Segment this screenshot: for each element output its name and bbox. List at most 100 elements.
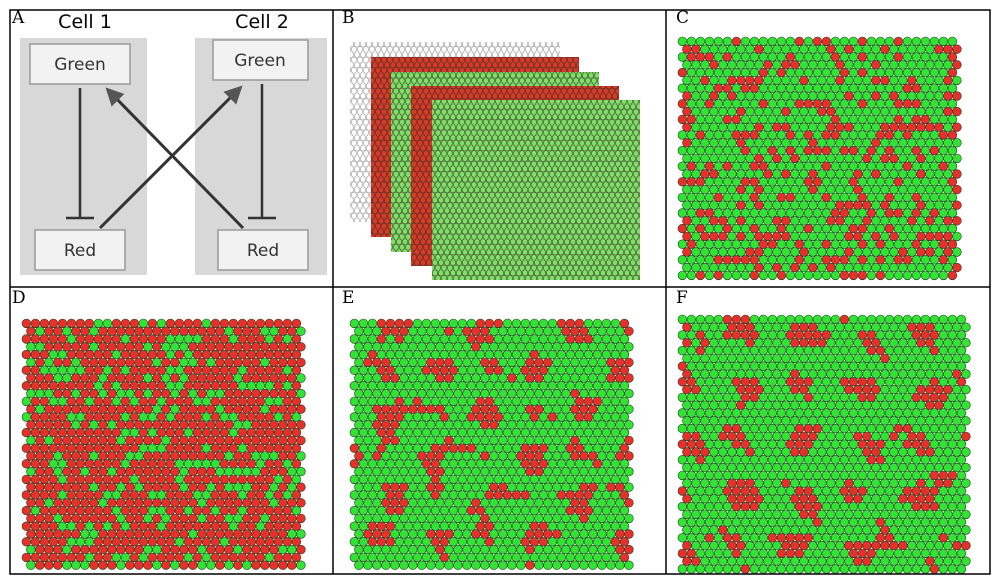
cell bbox=[66, 537, 77, 547]
cell bbox=[902, 67, 913, 78]
cell bbox=[453, 451, 463, 461]
cell bbox=[579, 326, 589, 336]
cell bbox=[821, 130, 832, 140]
cell bbox=[403, 318, 414, 329]
cell bbox=[597, 326, 607, 336]
cell bbox=[502, 365, 513, 375]
cell bbox=[785, 345, 796, 356]
cell bbox=[902, 548, 913, 559]
cell bbox=[799, 184, 809, 195]
cell bbox=[893, 239, 904, 249]
cell bbox=[790, 447, 800, 457]
cell bbox=[758, 377, 769, 387]
cell bbox=[588, 513, 598, 524]
cell bbox=[839, 486, 850, 496]
cell bbox=[156, 396, 167, 407]
cell bbox=[817, 247, 827, 257]
cell bbox=[210, 459, 221, 469]
cell bbox=[736, 338, 746, 348]
cell bbox=[53, 404, 63, 414]
cell bbox=[372, 435, 382, 446]
cell bbox=[547, 412, 558, 422]
cell bbox=[89, 342, 99, 352]
cell bbox=[929, 145, 940, 156]
cell bbox=[565, 396, 576, 407]
cell bbox=[152, 529, 162, 539]
cell bbox=[956, 548, 967, 559]
cell bbox=[143, 482, 153, 492]
cell bbox=[179, 326, 189, 336]
cell bbox=[781, 353, 791, 364]
cell bbox=[911, 83, 922, 93]
cell bbox=[952, 169, 962, 179]
cell bbox=[111, 552, 122, 563]
cell bbox=[790, 400, 800, 410]
cell bbox=[363, 388, 373, 399]
cell bbox=[884, 208, 895, 218]
cell bbox=[417, 466, 427, 477]
cell bbox=[691, 216, 701, 226]
cell bbox=[71, 544, 81, 555]
cell bbox=[565, 334, 576, 344]
cell bbox=[525, 388, 535, 399]
cell bbox=[237, 349, 248, 360]
cell bbox=[556, 521, 567, 531]
cell bbox=[920, 501, 931, 512]
cell bbox=[278, 373, 288, 383]
cell bbox=[848, 455, 859, 465]
cell bbox=[853, 384, 863, 395]
cell bbox=[839, 114, 850, 125]
cell bbox=[570, 498, 580, 508]
cell bbox=[830, 377, 841, 387]
cell bbox=[251, 498, 261, 508]
cell bbox=[192, 412, 203, 422]
cell bbox=[462, 544, 472, 555]
cell bbox=[201, 349, 212, 360]
cell bbox=[812, 208, 823, 218]
cell bbox=[471, 342, 481, 352]
cell bbox=[219, 537, 230, 547]
cell bbox=[745, 231, 755, 242]
cell bbox=[677, 517, 688, 527]
cell bbox=[844, 200, 854, 210]
cell bbox=[889, 216, 899, 226]
cell bbox=[30, 521, 41, 531]
cell bbox=[682, 138, 692, 148]
cell bbox=[287, 404, 297, 414]
cell bbox=[830, 208, 841, 218]
cell bbox=[749, 423, 760, 434]
cell bbox=[35, 513, 45, 524]
cell bbox=[686, 99, 697, 109]
cell bbox=[561, 466, 571, 477]
cell bbox=[920, 99, 931, 109]
cell bbox=[938, 223, 949, 234]
cell bbox=[772, 106, 782, 117]
cell bbox=[188, 435, 198, 446]
cell bbox=[740, 36, 751, 47]
cell bbox=[408, 544, 418, 555]
cell bbox=[71, 466, 81, 477]
cell bbox=[57, 443, 68, 453]
cell bbox=[349, 521, 360, 531]
cell bbox=[713, 67, 724, 78]
cell bbox=[898, 556, 908, 566]
cell bbox=[776, 361, 787, 371]
cell bbox=[961, 525, 971, 535]
cell bbox=[520, 552, 531, 563]
cell bbox=[709, 509, 719, 520]
cell bbox=[844, 216, 854, 226]
cell bbox=[677, 67, 688, 78]
cell bbox=[943, 478, 953, 488]
cell bbox=[794, 517, 805, 527]
cell bbox=[237, 521, 248, 531]
cell bbox=[53, 482, 63, 492]
cell bbox=[606, 388, 616, 399]
cell bbox=[129, 349, 140, 360]
cell bbox=[875, 517, 886, 527]
cell bbox=[812, 314, 823, 325]
cell bbox=[417, 420, 427, 430]
cell bbox=[201, 490, 212, 500]
cell bbox=[929, 439, 940, 449]
cell bbox=[385, 443, 396, 453]
cell bbox=[794, 330, 805, 340]
